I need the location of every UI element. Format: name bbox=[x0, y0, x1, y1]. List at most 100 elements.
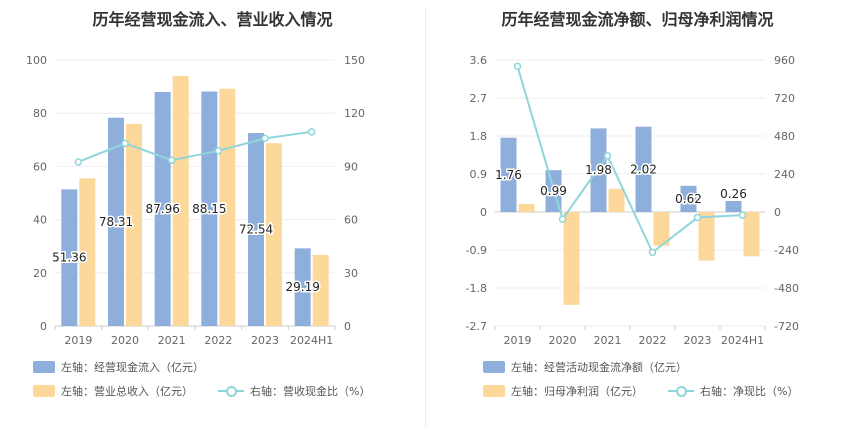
bar-data-label: 1.98 bbox=[585, 163, 612, 177]
bar-primary bbox=[500, 137, 517, 212]
right-axis-tick-label: 480 bbox=[774, 130, 795, 143]
bar-primary bbox=[248, 133, 264, 326]
legend-item-ratio[interactable]: 右轴：营收现金比（%） bbox=[218, 383, 370, 399]
bar-data-label: 87.96 bbox=[145, 202, 179, 216]
right-axis-tick-label: -240 bbox=[774, 244, 799, 257]
bar-data-label: 78.31 bbox=[99, 215, 133, 229]
right-axis-tick-label: 0 bbox=[774, 206, 781, 219]
bar-primary bbox=[294, 248, 311, 326]
left-axis-tick-label: 20 bbox=[33, 267, 47, 280]
bar-secondary bbox=[172, 75, 189, 327]
legend-line-swatch bbox=[668, 385, 694, 397]
bar-secondary bbox=[698, 212, 715, 261]
right-axis-tick-label: 90 bbox=[344, 160, 358, 173]
legend-swatch bbox=[483, 361, 505, 373]
category-label: 2021 bbox=[158, 334, 186, 347]
bar-primary bbox=[635, 126, 652, 212]
bar-primary bbox=[680, 185, 697, 212]
bar-data-label: 29.19 bbox=[285, 280, 319, 294]
bar-data-label: 0.26 bbox=[720, 187, 747, 201]
panel-divider bbox=[425, 8, 426, 428]
category-label: 2020 bbox=[549, 334, 577, 347]
chart-panel-left: 历年经营现金流入、营业收入情况 0 20 40 60 80 100 0 30 60 90 120 15… bbox=[26, 10, 370, 399]
bar-data-label: 0.62 bbox=[675, 192, 702, 206]
category-label: 2023 bbox=[684, 334, 712, 347]
bar-secondary bbox=[79, 178, 96, 326]
right-axis-tick-label: -720 bbox=[774, 320, 799, 333]
bar-primary bbox=[201, 91, 218, 326]
chart-title: 历年经营现金流净额、归母净利润情况 bbox=[501, 10, 774, 29]
category-label: 2021 bbox=[594, 334, 622, 347]
legend-label: 左轴：营业总收入（亿元） bbox=[61, 385, 193, 398]
category-label: 2022 bbox=[204, 334, 232, 347]
legend-item-net-profit[interactable]: 左轴：归母净利润（亿元） bbox=[483, 383, 643, 399]
category-label: 2019 bbox=[504, 334, 532, 347]
line-point bbox=[167, 156, 176, 164]
left-axis-tick-label: 100 bbox=[26, 54, 47, 67]
line-point bbox=[74, 158, 83, 166]
chart-title: 历年经营现金流入、营业收入情况 bbox=[92, 10, 333, 29]
bar-primary bbox=[725, 201, 742, 212]
legend-label: 左轴：经营现金流入（亿元） bbox=[61, 361, 204, 374]
legend-item-cash-inflow[interactable]: 左轴：经营现金流入（亿元） bbox=[33, 359, 204, 375]
line-point bbox=[738, 211, 747, 219]
legend-item-net-cash[interactable]: 左轴：经营活动现金流净额（亿元） bbox=[483, 359, 687, 375]
bar-secondary bbox=[266, 143, 282, 326]
legend-label: 右轴：营收现金比（%） bbox=[250, 385, 371, 398]
legend-item-net-cash-ratio[interactable]: 右轴：净现比（%） bbox=[668, 383, 798, 399]
left-axis-tick-label: 0 bbox=[40, 320, 47, 333]
right-axis-tick-label: -480 bbox=[774, 282, 799, 295]
legend-label: 左轴：归母净利润（亿元） bbox=[511, 385, 643, 398]
line-point bbox=[307, 128, 316, 136]
line-point bbox=[121, 139, 129, 148]
bar-secondary bbox=[563, 212, 580, 305]
legend-label: 左轴：经营活动现金流净额（亿元） bbox=[511, 361, 687, 374]
bar-data-label: 88.15 bbox=[192, 202, 226, 216]
line-series-path bbox=[516, 66, 743, 254]
left-axis-tick-label: 2.7 bbox=[470, 92, 488, 105]
bar-primary bbox=[590, 128, 607, 212]
line-point bbox=[648, 248, 657, 257]
left-axis-tick-label: -1.8 bbox=[466, 282, 487, 295]
bar-secondary bbox=[126, 123, 142, 326]
category-label: 2023 bbox=[251, 334, 279, 347]
left-axis-tick-label: 3.6 bbox=[470, 54, 488, 67]
bar-secondary bbox=[743, 212, 760, 257]
category-label: 2024H1 bbox=[290, 334, 333, 347]
right-axis-tick-label: 720 bbox=[774, 92, 795, 105]
legend-swatch bbox=[33, 361, 55, 373]
bar-primary bbox=[108, 117, 124, 326]
bar-data-label: 51.36 bbox=[52, 251, 86, 265]
bar-secondary bbox=[518, 203, 535, 212]
legend-item-revenue[interactable]: 左轴：营业总收入（亿元） bbox=[33, 383, 193, 399]
left-axis-tick-label: -0.9 bbox=[466, 244, 487, 257]
chart-svg: 0 20 40 60 80 100 0 30 60 90 120 150 2019 2020 2021 202… bbox=[26, 54, 365, 347]
bar-secondary bbox=[653, 212, 670, 246]
legend-swatch bbox=[483, 385, 505, 397]
right-axis-tick-label: 30 bbox=[344, 267, 358, 280]
line-point bbox=[214, 147, 223, 155]
left-axis-tick-label: 0 bbox=[480, 206, 487, 219]
bar-data-label: 0.99 bbox=[540, 184, 567, 198]
chart-panel-right: 历年经营现金流净额、归母净利润情况 -2.7 -1.8 -0.9 0 0.9 1.8 2.7… bbox=[425, 0, 850, 437]
line-point bbox=[693, 213, 702, 222]
left-axis-tick-label: 60 bbox=[33, 160, 47, 173]
right-axis-tick-label: 240 bbox=[774, 168, 795, 181]
legend-line-swatch bbox=[218, 385, 244, 397]
line-point bbox=[558, 215, 567, 223]
bar-secondary bbox=[608, 188, 625, 212]
line-point bbox=[261, 134, 269, 143]
category-label: 2019 bbox=[64, 334, 92, 347]
right-axis-tick-label: 120 bbox=[344, 107, 365, 120]
left-axis-tick-label: 0.9 bbox=[470, 168, 488, 181]
right-axis-tick-label: 960 bbox=[774, 54, 795, 67]
chart-svg: -2.7 -1.8 -0.9 0 0.9 1.8 2.7 3.6 -720 -480 -240 0 24… bbox=[466, 54, 799, 347]
bar-data-label: 1.76 bbox=[495, 168, 522, 182]
legend-swatch bbox=[33, 385, 55, 397]
right-axis-tick-label: 150 bbox=[344, 54, 365, 67]
bar-secondary bbox=[312, 254, 329, 326]
line-point bbox=[603, 152, 612, 160]
bar-data-label: 72.54 bbox=[239, 223, 273, 237]
category-label: 2022 bbox=[639, 334, 667, 347]
left-axis-tick-label: 1.8 bbox=[470, 130, 488, 143]
